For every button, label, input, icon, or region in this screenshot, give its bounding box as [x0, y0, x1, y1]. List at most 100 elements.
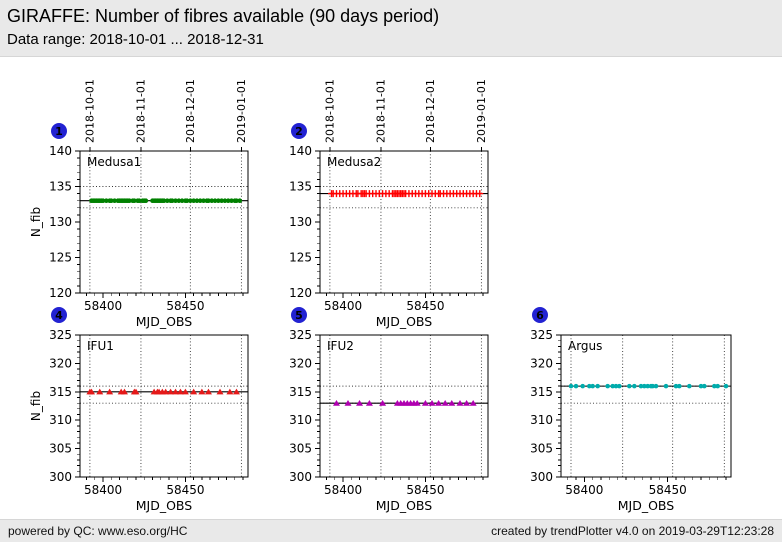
data-point: [96, 388, 104, 395]
data-point: [421, 399, 429, 406]
x-tick-label: 58450: [406, 483, 444, 497]
date-tick-label: 2018-10-01: [323, 79, 336, 143]
data-point: [687, 383, 692, 389]
x-axis-label: MJD_OBS: [136, 498, 193, 513]
y-tick-label: 305: [530, 442, 553, 456]
data-point: [413, 399, 421, 406]
data-point: [100, 198, 106, 203]
data-point: [605, 383, 610, 389]
plot-frame: [319, 334, 489, 478]
series-label: Medusa1: [87, 155, 141, 169]
y-tick-label: 325: [289, 328, 312, 342]
data-point: [469, 399, 477, 406]
data-point: [237, 198, 243, 203]
data-point: [112, 198, 117, 203]
data-point: [201, 198, 206, 203]
data-point: [587, 383, 592, 389]
badge-number: 2: [295, 125, 303, 138]
data-point: [332, 399, 340, 406]
x-tick-label: 58400: [565, 483, 603, 497]
data-point: [225, 198, 231, 203]
footer-created-by: created by trendPlotter v4.0 on 2019-03-…: [491, 524, 774, 538]
data-point: [379, 399, 387, 406]
data-points-medusa2: [328, 190, 484, 198]
badge-circle: [532, 307, 548, 323]
data-point: [184, 198, 190, 203]
x-tick-label: 58450: [649, 483, 687, 497]
badge-circle: [291, 307, 307, 323]
data-point: [229, 198, 234, 203]
y-tick-label: 135: [289, 180, 312, 194]
data-point: [206, 198, 211, 203]
y-tick-label: 325: [530, 328, 553, 342]
data-point: [613, 383, 619, 389]
x-tick-label: 58400: [84, 483, 122, 497]
data-point: [120, 388, 128, 395]
badge-number: 4: [55, 309, 63, 322]
data-points-ifu1: [86, 388, 240, 395]
y-tick-label: 125: [289, 251, 312, 265]
data-point: [176, 198, 182, 203]
plot-frame: [79, 334, 249, 478]
y-tick-label: 325: [49, 328, 72, 342]
series-label: IFU2: [327, 339, 354, 353]
plot-number-badge: 1: [51, 123, 67, 139]
plot-number-badge: 6: [532, 307, 548, 323]
data-point: [627, 383, 632, 389]
data-point: [167, 388, 175, 395]
y-tick-label: 125: [49, 251, 72, 265]
badge-circle: [291, 123, 307, 139]
y-tick-label: 120: [49, 286, 72, 300]
data-point: [573, 383, 579, 389]
data-point: [441, 399, 449, 406]
series-label: Argus: [568, 339, 602, 353]
data-point: [143, 198, 149, 203]
date-tick-label: 2018-11-01: [134, 79, 147, 143]
data-point: [645, 383, 650, 389]
data-point: [226, 388, 234, 395]
data-point: [88, 388, 96, 395]
data-point: [702, 383, 707, 389]
data-point: [132, 388, 140, 395]
data-point: [188, 198, 193, 203]
plot-frame: [79, 150, 249, 294]
data-point: [476, 190, 484, 198]
y-tick-label: 300: [49, 470, 72, 484]
date-tick-label: 2018-12-01: [184, 79, 197, 143]
plot-frame: [560, 334, 732, 478]
data-point: [673, 383, 679, 389]
badge-circle: [51, 123, 67, 139]
data-point: [219, 198, 224, 203]
data-point: [127, 198, 132, 203]
x-axis-label: MJD_OBS: [376, 314, 433, 329]
data-point: [723, 383, 729, 389]
y-tick-label: 130: [289, 215, 312, 229]
footer: powered by QC: www.eso.org/HC created by…: [0, 519, 782, 542]
data-point: [435, 399, 443, 406]
date-tick-label: 2019-01-01: [235, 79, 248, 143]
data-point: [197, 198, 203, 203]
x-tick-label: 58400: [324, 299, 362, 313]
badge-circle: [51, 307, 67, 323]
data-point: [132, 198, 137, 203]
data-point: [162, 388, 170, 395]
header: GIRAFFE: Number of fibres available (90 …: [0, 0, 782, 57]
y-tick-label: 305: [289, 442, 312, 456]
data-point: [161, 198, 167, 203]
data-point: [344, 399, 352, 406]
y-tick-label: 120: [289, 286, 312, 300]
data-point: [172, 388, 180, 395]
data-point: [169, 198, 175, 203]
y-tick-label: 315: [530, 385, 553, 399]
date-tick-label: 2018-10-01: [83, 79, 96, 143]
data-points-ifu2: [332, 399, 477, 406]
data-point: [106, 388, 114, 395]
data-point: [204, 388, 212, 395]
data-point: [191, 198, 196, 203]
y-tick-label: 305: [49, 442, 72, 456]
data-point: [108, 198, 114, 203]
y-axis-label: N_fib: [29, 207, 43, 237]
